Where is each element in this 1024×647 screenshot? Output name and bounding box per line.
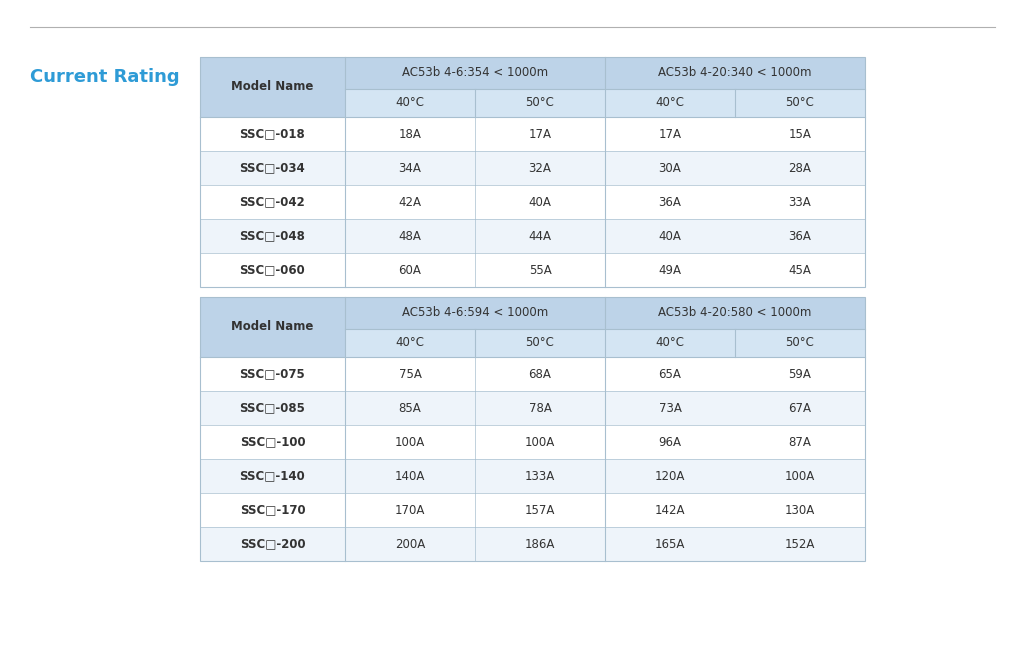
Text: 50°C: 50°C: [785, 96, 814, 109]
Text: 40°C: 40°C: [655, 336, 684, 349]
Bar: [200, 57, 865, 89]
Text: SSC□-048: SSC□-048: [240, 230, 305, 243]
Bar: [200, 459, 865, 493]
Bar: [200, 219, 865, 253]
Bar: [200, 391, 865, 425]
Text: AC53b 4-20:580 < 1000m: AC53b 4-20:580 < 1000m: [658, 307, 812, 320]
Text: 40°C: 40°C: [395, 336, 425, 349]
Text: SSC□-060: SSC□-060: [240, 263, 305, 276]
Text: 130A: 130A: [784, 503, 815, 516]
Text: SSC□-140: SSC□-140: [240, 470, 305, 483]
Bar: [200, 297, 865, 561]
Text: SSC□-085: SSC□-085: [240, 402, 305, 415]
Text: AC53b 4-6:594 < 1000m: AC53b 4-6:594 < 1000m: [401, 307, 548, 320]
Text: 59A: 59A: [788, 367, 811, 380]
Text: 65A: 65A: [658, 367, 681, 380]
Text: 32A: 32A: [528, 162, 552, 175]
Text: 75A: 75A: [398, 367, 422, 380]
Bar: [200, 297, 345, 357]
Text: Model Name: Model Name: [231, 320, 313, 333]
Bar: [200, 57, 345, 117]
Text: 78A: 78A: [528, 402, 552, 415]
Text: 15A: 15A: [788, 127, 811, 140]
Text: 120A: 120A: [654, 470, 685, 483]
Text: SSC□-042: SSC□-042: [240, 195, 305, 208]
Text: Current Rating: Current Rating: [30, 68, 179, 86]
Text: 50°C: 50°C: [525, 96, 554, 109]
Text: Model Name: Model Name: [231, 80, 313, 94]
Text: 100A: 100A: [525, 435, 555, 448]
Text: 152A: 152A: [784, 538, 815, 551]
Text: 87A: 87A: [788, 435, 811, 448]
Text: 40°C: 40°C: [655, 96, 684, 109]
Text: 28A: 28A: [788, 162, 811, 175]
Text: 44A: 44A: [528, 230, 552, 243]
Text: SSC□-075: SSC□-075: [240, 367, 305, 380]
Text: 170A: 170A: [395, 503, 425, 516]
Text: 157A: 157A: [525, 503, 555, 516]
Text: SSC□-200: SSC□-200: [240, 538, 305, 551]
Bar: [200, 117, 865, 151]
Text: 200A: 200A: [395, 538, 425, 551]
Bar: [200, 493, 865, 527]
Text: 100A: 100A: [395, 435, 425, 448]
Bar: [200, 185, 865, 219]
Text: 165A: 165A: [654, 538, 685, 551]
Text: 49A: 49A: [658, 263, 682, 276]
Text: 18A: 18A: [398, 127, 422, 140]
Text: SSC□-100: SSC□-100: [240, 435, 305, 448]
Text: 50°C: 50°C: [525, 336, 554, 349]
Text: 40A: 40A: [528, 195, 552, 208]
Text: 45A: 45A: [788, 263, 811, 276]
Text: AC53b 4-20:340 < 1000m: AC53b 4-20:340 < 1000m: [658, 67, 812, 80]
Text: 186A: 186A: [525, 538, 555, 551]
Text: 67A: 67A: [788, 402, 811, 415]
Bar: [200, 425, 865, 459]
Text: 36A: 36A: [788, 230, 811, 243]
Text: 34A: 34A: [398, 162, 422, 175]
Bar: [200, 297, 865, 329]
Text: 60A: 60A: [398, 263, 422, 276]
Text: 30A: 30A: [658, 162, 681, 175]
Text: 142A: 142A: [654, 503, 685, 516]
Text: 40A: 40A: [658, 230, 681, 243]
Text: SSC□-018: SSC□-018: [240, 127, 305, 140]
Text: 36A: 36A: [658, 195, 681, 208]
Bar: [200, 253, 865, 287]
Text: 68A: 68A: [528, 367, 552, 380]
Text: SSC□-170: SSC□-170: [240, 503, 305, 516]
Text: 40°C: 40°C: [395, 96, 425, 109]
Bar: [345, 329, 865, 357]
Bar: [200, 527, 865, 561]
Text: 42A: 42A: [398, 195, 422, 208]
Text: SSC□-034: SSC□-034: [240, 162, 305, 175]
Text: 96A: 96A: [658, 435, 682, 448]
Bar: [200, 57, 865, 287]
Bar: [200, 151, 865, 185]
Text: AC53b 4-6:354 < 1000m: AC53b 4-6:354 < 1000m: [402, 67, 548, 80]
Text: 17A: 17A: [528, 127, 552, 140]
Text: 55A: 55A: [528, 263, 551, 276]
Text: 33A: 33A: [788, 195, 811, 208]
Text: 100A: 100A: [784, 470, 815, 483]
Text: 48A: 48A: [398, 230, 422, 243]
Text: 140A: 140A: [395, 470, 425, 483]
Text: 85A: 85A: [398, 402, 421, 415]
Bar: [345, 89, 865, 117]
Text: 17A: 17A: [658, 127, 682, 140]
Text: 73A: 73A: [658, 402, 681, 415]
Text: 50°C: 50°C: [785, 336, 814, 349]
Bar: [200, 357, 865, 391]
Text: 133A: 133A: [525, 470, 555, 483]
